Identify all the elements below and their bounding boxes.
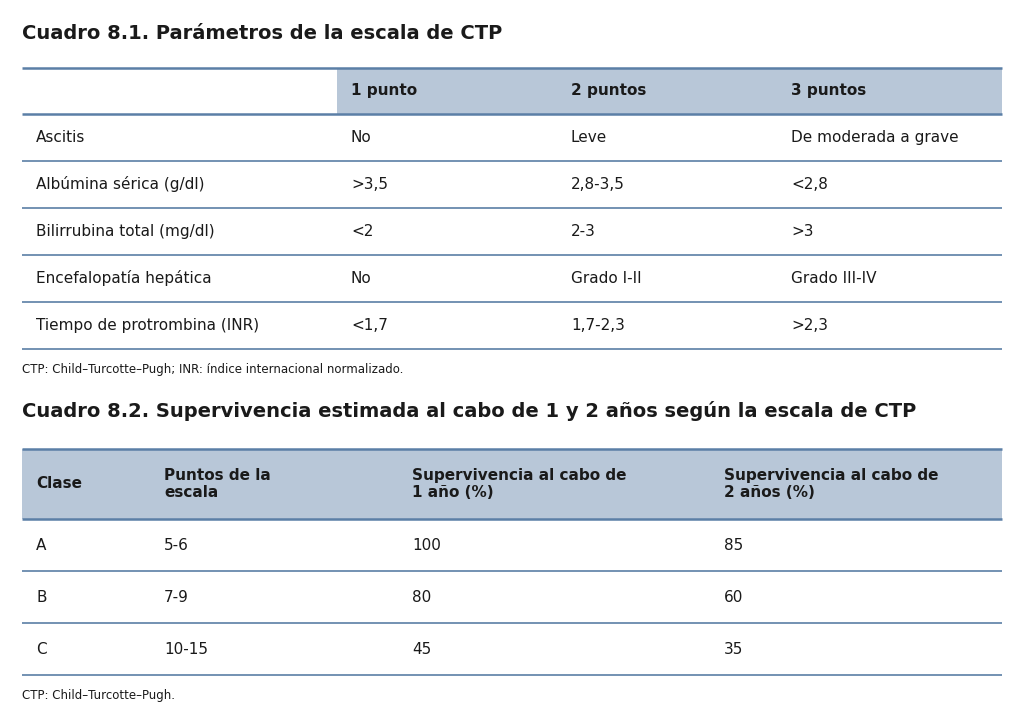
Text: De moderada a grave: De moderada a grave: [791, 130, 958, 145]
Text: >2,3: >2,3: [791, 318, 828, 333]
Text: 1 punto: 1 punto: [351, 83, 417, 98]
Text: 2,8-3,5: 2,8-3,5: [571, 177, 625, 192]
Text: CTP: Child–Turcotte–Pugh; INR: índice internacional normalizado.: CTP: Child–Turcotte–Pugh; INR: índice in…: [22, 363, 403, 376]
Text: 5-6: 5-6: [164, 537, 188, 552]
Text: <1,7: <1,7: [351, 318, 388, 333]
Text: Tiempo de protrombina (INR): Tiempo de protrombina (INR): [36, 318, 259, 333]
Text: >3: >3: [791, 224, 813, 239]
Text: 80: 80: [412, 590, 431, 604]
Text: Puntos de la
escala: Puntos de la escala: [164, 468, 270, 500]
Text: Cuadro 8.2. Supervivencia estimada al cabo de 1 y 2 años según la escala de CTP: Cuadro 8.2. Supervivencia estimada al ca…: [22, 401, 916, 421]
Text: No: No: [351, 130, 372, 145]
Text: A: A: [36, 537, 46, 552]
Text: Clase: Clase: [36, 477, 82, 491]
Text: 7-9: 7-9: [164, 590, 188, 604]
Text: 2 puntos: 2 puntos: [571, 83, 646, 98]
Text: Encefalopatía hepática: Encefalopatía hepática: [36, 271, 212, 286]
Bar: [22, 449, 1002, 519]
Text: Albúmina sérica (g/dl): Albúmina sérica (g/dl): [36, 177, 205, 192]
Text: 85: 85: [724, 537, 743, 552]
Text: Supervivencia al cabo de
2 años (%): Supervivencia al cabo de 2 años (%): [724, 468, 939, 500]
Text: B: B: [36, 590, 46, 604]
Text: 3 puntos: 3 puntos: [791, 83, 866, 98]
Text: 1,7-2,3: 1,7-2,3: [571, 318, 625, 333]
Text: 45: 45: [412, 641, 431, 657]
Text: CTP: Child–Turcotte–Pugh.: CTP: Child–Turcotte–Pugh.: [22, 689, 175, 702]
Text: Bilirrubina total (mg/dl): Bilirrubina total (mg/dl): [36, 224, 215, 239]
Text: Ascitis: Ascitis: [36, 130, 85, 145]
Text: 60: 60: [724, 590, 743, 604]
Text: Grado I-II: Grado I-II: [571, 271, 642, 286]
Text: Grado III-IV: Grado III-IV: [791, 271, 877, 286]
Text: Cuadro 8.1. Parámetros de la escala de CTP: Cuadro 8.1. Parámetros de la escala de C…: [22, 24, 502, 43]
Text: <2,8: <2,8: [791, 177, 827, 192]
Text: 100: 100: [412, 537, 441, 552]
Text: 10-15: 10-15: [164, 641, 208, 657]
Text: >3,5: >3,5: [351, 177, 388, 192]
Text: C: C: [36, 641, 47, 657]
Text: Leve: Leve: [571, 130, 607, 145]
Bar: [337, 68, 1002, 114]
Text: Supervivencia al cabo de
1 año (%): Supervivencia al cabo de 1 año (%): [412, 468, 627, 500]
Text: 2-3: 2-3: [571, 224, 596, 239]
Text: <2: <2: [351, 224, 374, 239]
Text: 35: 35: [724, 641, 743, 657]
Text: No: No: [351, 271, 372, 286]
